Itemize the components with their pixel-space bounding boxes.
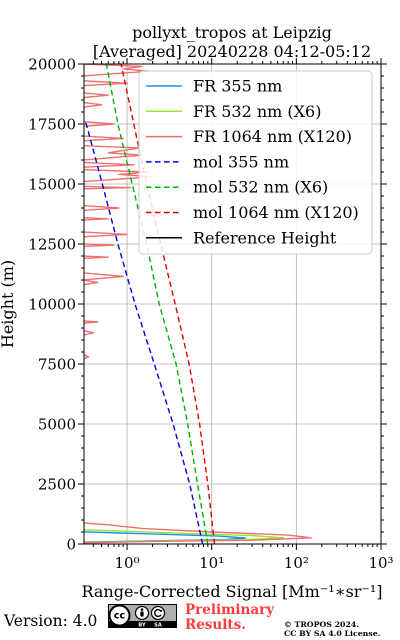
legend-label-fr-532-nm-x6: FR 532 nm (X6) <box>193 102 321 121</box>
legend-label-fr-1064-nm-x120: FR 1064 nm (X120) <box>193 127 352 146</box>
y-tick-label: 17500 <box>28 116 76 134</box>
y-tick-label: 15000 <box>28 176 76 194</box>
y-tick-label: 5000 <box>38 416 76 434</box>
legend-box <box>138 70 373 255</box>
logo-cc-text: cc <box>114 611 125 622</box>
series-group <box>84 64 312 544</box>
preliminary-results-note: Preliminary Results. <box>185 603 274 633</box>
series-line-fr-1064-nm-x120 <box>84 64 312 544</box>
y-tick-label: 10000 <box>28 296 76 314</box>
x-tick-label: 10³ <box>368 554 393 572</box>
copyright-line: © TROPOS 2024. <box>284 620 359 629</box>
legend-label-mol-355-nm: mol 355 nm <box>193 152 289 171</box>
legend-label-reference-height: Reference Height <box>193 228 337 247</box>
x-tick-label: 10⁰ <box>115 554 140 572</box>
results-line: Results. <box>185 617 246 633</box>
axis-ticks: 10⁰ 10¹ 10² 10³ 0 2500 5000 7500 10000 12500 15000… <box>28 56 393 573</box>
legend-label-mol-1064-nm-x120: mol 1064 nm (X120) <box>193 203 359 222</box>
cc-by-sa-logo: cc BY SA <box>108 604 177 628</box>
y-tick-label: 0 <box>66 536 76 554</box>
x-axis-label: Range-Corrected Signal [Mm⁻¹∗sr⁻¹] <box>81 582 382 601</box>
chart-title: pollyxt_tropos at Leipzig <box>132 23 332 42</box>
series-line-mol-1064-nm-x120 <box>120 64 216 544</box>
x-tick-label: 10² <box>284 554 309 572</box>
y-tick-label: 12500 <box>28 236 76 254</box>
lidar-profile-chart: pollyxt_tropos at Leipzig [Averaged] 202… <box>0 23 394 601</box>
y-tick-label: 2500 <box>38 476 76 494</box>
y-tick-label: 7500 <box>38 356 76 374</box>
copyright-notice: © TROPOS 2024. CC BY SA 4.0 License. <box>284 620 380 638</box>
series-line-mol-532-nm-x6 <box>105 64 209 544</box>
legend: FR 355 nm FR 532 nm (X6) FR 1064 nm (X120)… <box>138 70 373 255</box>
chart-subtitle: [Averaged] 20240228 04:12-05:12 <box>93 42 371 61</box>
logo-by-text: BY <box>138 622 146 628</box>
x-tick-label: 10¹ <box>199 554 224 572</box>
logo-sa-text: SA <box>154 622 162 628</box>
license-line: CC BY SA 4.0 License. <box>284 629 381 638</box>
series-line-mol-355-nm <box>84 119 204 544</box>
legend-label-mol-532-nm-x6: mol 532 nm (X6) <box>193 178 328 197</box>
preliminary-line: Preliminary <box>185 602 275 618</box>
y-tick-label: 20000 <box>28 56 76 74</box>
y-axis-label: Height (m) <box>0 260 17 348</box>
legend-label-fr-355-nm: FR 355 nm <box>193 77 282 96</box>
version-label: Version: 4.0 <box>4 612 98 630</box>
